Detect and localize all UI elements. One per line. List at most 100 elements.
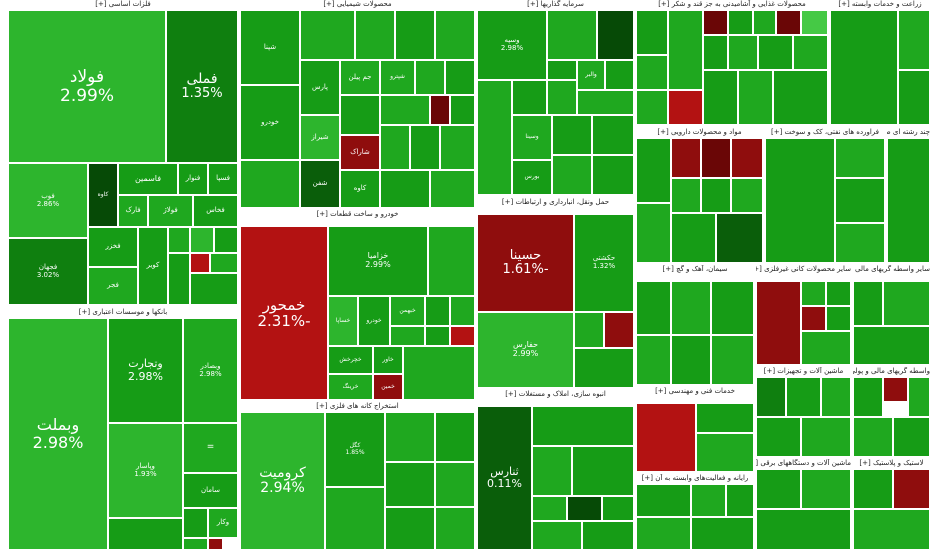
stock-tile-khnikoo[interactable] — [425, 326, 450, 346]
stock-tile-chem7[interactable] — [445, 60, 475, 95]
stock-tile-pharma3[interactable] — [636, 203, 671, 263]
sector-title[interactable]: سایر واسطه گریهای مالی [+] — [853, 265, 930, 274]
stock-tile-fkhazar[interactable]: فخزر — [88, 227, 138, 267]
stock-tile-fin2[interactable] — [883, 377, 908, 402]
stock-tile-kazar[interactable] — [826, 281, 851, 306]
sector-title[interactable]: ماشین آلات و تجهیزات [+] — [756, 367, 851, 376]
stock-tile-inv4[interactable] — [592, 115, 634, 155]
stock-tile-inv3[interactable] — [577, 90, 634, 115]
stock-tile-fin3[interactable] — [908, 377, 930, 417]
stock-tile-chem11[interactable] — [380, 125, 410, 170]
stock-tile-khrang[interactable]: خرینگ — [328, 374, 373, 400]
stock-tile-small[interactable] — [108, 518, 183, 550]
stock-tile-food4[interactable] — [758, 35, 793, 70]
sector-mining[interactable]: استخراج کانه های فلزی [+] کرومیت 2.94% ک… — [240, 402, 475, 550]
stock-tile-chem15[interactable] — [430, 170, 475, 208]
stock-tile-hamaak[interactable] — [604, 312, 634, 348]
stock-tile-kavir[interactable]: کویر — [138, 227, 168, 305]
stock-tile-fin1[interactable] — [853, 377, 883, 417]
stock-tile-vghadir[interactable] — [597, 10, 634, 60]
stock-tile-folaz[interactable]: فولاژ — [148, 195, 193, 227]
stock-tile-vtejarat[interactable]: وتجارت 2.98% — [108, 318, 183, 423]
stock-tile-hpoya[interactable] — [574, 312, 604, 348]
stock-tile-tabeh[interactable] — [532, 406, 634, 446]
stock-tile-vbmellat[interactable]: وبملت 2.98% — [8, 318, 108, 550]
stock-tile-khamehvar[interactable]: خمحور -2.31% — [240, 226, 328, 400]
sector-agriculture[interactable]: زراعت و خدمات وابسته [+] — [830, 0, 930, 125]
stock-tile-zgalam[interactable] — [830, 10, 898, 125]
sector-food[interactable]: محصولات غذایی و آشامیدنی به جز قند و شکر… — [636, 0, 828, 125]
stock-tile-small-red[interactable] — [190, 253, 210, 273]
sector-rubber[interactable]: لاستیک و پلاستیک [+] — [853, 459, 930, 550]
stock-tile-ghbahar[interactable] — [668, 10, 703, 90]
stock-tile-food10[interactable] — [773, 70, 828, 125]
stock-tile-pharma1[interactable] — [701, 178, 731, 213]
sector-title[interactable]: فراورده های نفتی، کک و سوخت [+] — [765, 128, 885, 137]
sector-title[interactable]: رایانه و فعالیت‌های وابسته به آن [+] — [636, 474, 754, 483]
stock-tile-pharma5[interactable] — [716, 213, 763, 263]
stock-tile-chem10[interactable] — [450, 95, 475, 125]
stock-tile-khzar[interactable]: خاور — [373, 346, 403, 374]
stock-tile-zmagh[interactable] — [898, 10, 930, 70]
stock-tile-asaman[interactable] — [532, 446, 572, 496]
stock-tile-khchar[interactable]: خچرخش — [328, 346, 373, 374]
sector-technical[interactable]: خدمات فنی و مهندسی [+] — [636, 387, 754, 472]
stock-tile-small-red[interactable] — [208, 538, 223, 550]
stock-tile-mach2[interactable] — [786, 377, 821, 417]
stock-tile-kerma[interactable] — [696, 403, 754, 433]
stock-tile-ghgol[interactable] — [776, 10, 801, 35]
stock-tile-khlent[interactable] — [403, 346, 475, 400]
stock-tile-chem6[interactable] — [415, 60, 445, 95]
stock-tile-khbahman[interactable]: خبهمن — [390, 296, 425, 326]
stock-tile-el2[interactable] — [801, 469, 851, 509]
stock-tile-cement1[interactable] — [671, 335, 711, 385]
stock-tile-saman[interactable]: سامان — [183, 473, 238, 508]
stock-tile-kchador[interactable] — [385, 412, 435, 462]
sector-title[interactable]: زراعت و خدمات وابسته [+] — [830, 0, 930, 9]
stock-tile-vpasar[interactable]: وپاسار 1.93% — [108, 423, 183, 518]
stock-tile-ghdisht[interactable] — [703, 10, 728, 35]
stock-tile-food1[interactable] — [636, 55, 668, 90]
stock-tile-fasmin[interactable]: فاسمین — [118, 163, 178, 195]
sector-title[interactable]: لاستیک و پلاستیک [+] — [853, 459, 930, 468]
stock-tile-vboali[interactable] — [477, 80, 512, 195]
stock-tile-khamin[interactable]: خمین — [373, 374, 403, 400]
sector-title[interactable]: ماشین آلات و دستگاههای برقی [+] — [756, 459, 851, 468]
sector-title[interactable]: بانکها و موسسات اعتباری [+] — [8, 308, 238, 317]
stock-tile-shfan[interactable]: شفن — [300, 160, 340, 208]
stock-tile-comp4[interactable] — [636, 517, 691, 550]
stock-tile-mach3[interactable] — [821, 377, 851, 417]
sector-title[interactable]: انبوه سازی، املاک و مستغلات [+] — [477, 390, 634, 399]
stock-tile-vasar[interactable] — [572, 446, 634, 496]
stock-tile-vsina[interactable]: وسینا — [512, 115, 552, 160]
stock-tile-chem14[interactable] — [380, 170, 430, 208]
sector-computer[interactable]: رایانه و فعالیت‌های وابسته به آن [+] — [636, 474, 754, 550]
stock-tile-ghadir[interactable] — [636, 10, 668, 55]
stock-tile-jam[interactable]: جم پیلن — [340, 60, 380, 95]
stock-tile-rb2[interactable] — [893, 469, 930, 509]
stock-tile-chem5[interactable] — [435, 10, 475, 60]
stock-tile-kmas[interactable] — [435, 412, 475, 462]
stock-tile-food2[interactable] — [703, 35, 728, 70]
stock-tile-mach5[interactable] — [801, 417, 851, 457]
sector-title[interactable]: محصولات غذایی و آشامیدنی به جز قند و شکر… — [636, 0, 828, 9]
stock-tile-food7[interactable] — [636, 90, 668, 125]
stock-tile-small[interactable] — [210, 253, 238, 273]
stock-tile-small[interactable] — [214, 227, 238, 253]
stock-tile-shapna[interactable]: شپنا — [240, 10, 300, 85]
stock-tile-el3[interactable] — [756, 509, 851, 550]
stock-tile-harak[interactable]: فارک — [118, 195, 148, 227]
stock-tile-fjar[interactable]: فجر — [88, 267, 138, 305]
stock-tile-const2[interactable] — [532, 521, 582, 550]
stock-tile-food6[interactable] — [668, 90, 703, 125]
stock-tile-shkhark[interactable] — [240, 160, 300, 208]
stock-tile-const3[interactable] — [582, 521, 634, 550]
stock-tile-kaveh[interactable]: کاوه — [88, 163, 118, 227]
stock-tile-chem13[interactable] — [440, 125, 475, 170]
stock-tile-hrahi[interactable] — [574, 348, 634, 388]
stock-tile-el1[interactable] — [756, 469, 801, 509]
sector-title[interactable]: سیمان، آهک و گچ [+] — [636, 265, 754, 274]
sector-title[interactable]: واسطه گریهای مالی و پولی [+] — [853, 367, 930, 376]
sector-title[interactable]: خودرو و ساخت قطعات [+] — [240, 210, 475, 219]
stock-tile-fsepa[interactable]: فسپا — [208, 163, 238, 195]
